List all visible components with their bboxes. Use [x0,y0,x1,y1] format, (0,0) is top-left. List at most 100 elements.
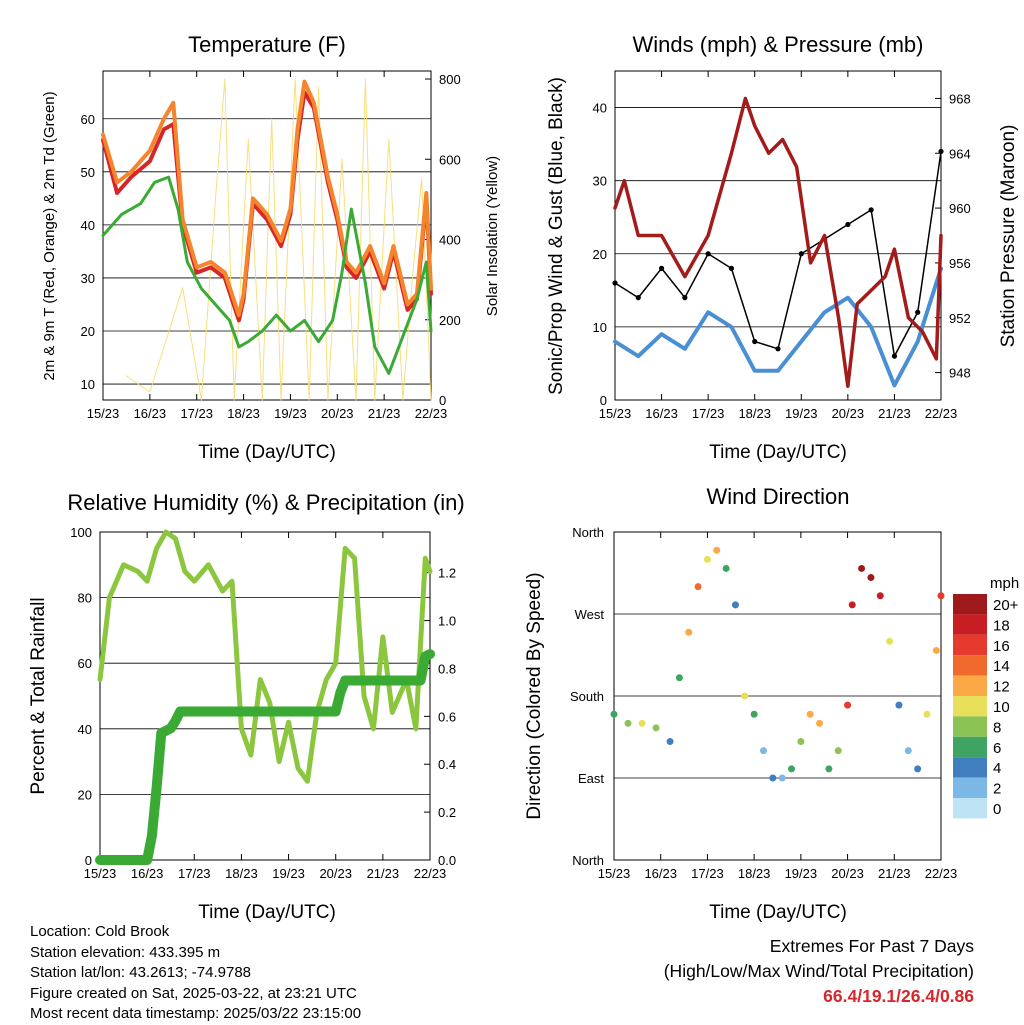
legend-swatch [953,716,987,737]
humidity-xtick-label: 21/23 [367,866,400,881]
winds-xtick-label: 20/23 [832,406,865,421]
direction-point [624,719,632,727]
winds-series-gust [614,150,942,357]
legend-label: 12 [993,679,1010,696]
legend-swatch [953,696,987,717]
humidity-ytick-label: 100 [70,525,92,540]
location-text: Location: Cold Brook [30,923,170,940]
direction-point [895,701,903,709]
winds-xtick-label: 21/23 [878,406,911,421]
temperature-ytick-label: 50 [81,165,95,180]
winds-ylabel-left: Sonic/Prop Wind & Gust (Blue, Black) [546,77,567,395]
elevation-text: Station elevation: 433.395 m [30,943,221,961]
direction-point [816,719,824,727]
direction-point [750,710,758,718]
direction-point [731,601,739,609]
legend-label: 18 [993,617,1010,634]
humidity-ytick-right-label: 0.0 [438,853,456,868]
direction-point [778,774,786,782]
temperature-ytick-right-label: 600 [439,152,461,167]
extremes-title: Extremes For Past 7 Days [769,936,974,956]
direction-ytick-label: South [570,689,604,704]
temperature-ytick-label: 60 [81,112,95,127]
humidity-xtick-label: 19/23 [272,866,305,881]
legend-swatch [953,798,987,819]
humidity-xtick-label: 20/23 [319,866,352,881]
direction-point [788,765,796,773]
winds-series-station-pressure [613,96,943,389]
extremes-subtitle: (High/Low/Max Wind/Total Precipitation) [663,961,974,981]
direction-point [844,701,852,709]
winds-series-sonic-prop-wind [613,266,943,388]
winds-xtick-label: 15/23 [599,406,632,421]
winds-ytick-label: 0 [600,393,607,408]
legend-swatch [953,757,987,778]
legend-label: 0 [993,801,1001,818]
direction-point [937,592,945,600]
temperature-xtick-label: 18/23 [227,406,260,421]
direction-point [923,710,931,718]
winds-ytick-label: 30 [593,174,607,189]
direction-xtick-label: 17/23 [691,866,724,881]
direction-point [834,747,842,755]
direction-xtick-label: 21/23 [878,866,911,881]
winds-xtick-label: 22/23 [925,406,958,421]
created-text: Figure created on Sat, 2025-03-22, at 23… [30,984,357,1002]
humidity-ytick-label: 60 [78,656,92,671]
temperature-series-9m-t [101,79,433,318]
direction-point [759,747,767,755]
temperature-title: Temperature (F) [188,32,346,57]
direction-point [722,564,730,572]
direction-point [610,710,618,718]
direction-ytick-label: West [575,607,605,622]
legend-label: 2 [993,781,1001,798]
direction-point [867,574,875,582]
direction-point [685,628,693,636]
direction-point [914,765,922,773]
winds-xtick-label: 19/23 [785,406,818,421]
legend-label: 4 [993,760,1001,777]
humidity-series-relative-humidity [97,529,433,784]
direction-xtick-label: 16/23 [644,866,677,881]
winds-xtick-label: 17/23 [692,406,725,421]
humidity-series-total-precipitation [95,649,435,865]
winds-ytick-label: 20 [593,247,607,262]
winds-ytick-right-label: 948 [949,366,971,381]
winds-ytick-right-label: 968 [949,91,971,106]
direction-point [825,765,833,773]
temperature-xtick-label: 17/23 [180,406,213,421]
direction-point [666,738,674,746]
humidity-xtick-label: 22/23 [414,866,447,881]
legend-label: 10 [993,699,1010,716]
direction-point [797,738,805,746]
direction-ytick-label: North [572,853,604,868]
extremes-values: 66.4/19.1/26.4/0.86 [823,986,974,1006]
temperature-ytick-label: 10 [81,377,95,392]
winds-ylabel-right: Station Pressure (Maroon) [998,125,1019,348]
winds-ytick-right-label: 956 [949,256,971,271]
winds-ytick-right-label: 952 [949,311,971,326]
legend-swatch [953,777,987,798]
direction-point [694,583,702,591]
temperature-ytick-right-label: 200 [439,313,461,328]
temperature-xtick-label: 20/23 [321,406,354,421]
temperature-xtick-label: 15/23 [87,406,120,421]
direction-title: Wind Direction [706,484,849,509]
station-info: Location: Cold Brook Station elevation: … [30,922,361,1025]
temperature-xlabel: Time (Day/UTC) [198,442,336,463]
winds-xtick-label: 16/23 [645,406,678,421]
legend-swatch [953,736,987,758]
direction-point [741,692,749,700]
direction-xtick-label: 18/23 [738,866,771,881]
direction-point [769,774,777,782]
temperature-ytick-right-label: 800 [439,72,461,87]
direction-point [675,674,683,682]
temperature-ytick-label: 20 [81,324,95,339]
temperature-ytick-right-label: 0 [439,393,446,408]
direction-ylabel-left: Direction (Colored By Speed) [524,572,545,819]
winds-ytick-right-label: 964 [949,146,971,161]
direction-point [932,646,940,654]
temperature-xtick-label: 22/23 [415,406,448,421]
